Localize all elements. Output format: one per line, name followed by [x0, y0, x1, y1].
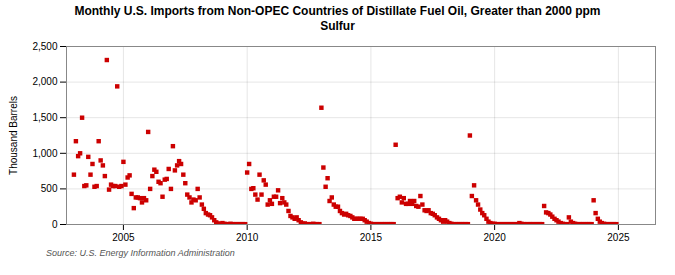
svg-text:2020: 2020 [484, 232, 507, 243]
svg-text:2005: 2005 [112, 232, 135, 243]
svg-text:Thousand Barrels: Thousand Barrels [8, 96, 19, 175]
svg-text:2015: 2015 [360, 232, 383, 243]
svg-text:2010: 2010 [236, 232, 259, 243]
svg-text:500: 500 [41, 183, 58, 194]
html-text:Source: U.S. Energy Informatio: Source: U.S. Energy Information Administ… [46, 248, 235, 258]
svg-text:2,500: 2,500 [32, 41, 57, 52]
svg-text:2,000: 2,000 [32, 76, 57, 87]
svg-text:1,000: 1,000 [32, 148, 57, 159]
svg-text:1,500: 1,500 [32, 112, 57, 123]
html-text:Monthly U.S. Imports from Non-: Monthly U.S. Imports from Non-OPEC Count… [74, 4, 601, 33]
svg-text:2025: 2025 [607, 232, 630, 243]
svg-text:0: 0 [52, 219, 58, 230]
